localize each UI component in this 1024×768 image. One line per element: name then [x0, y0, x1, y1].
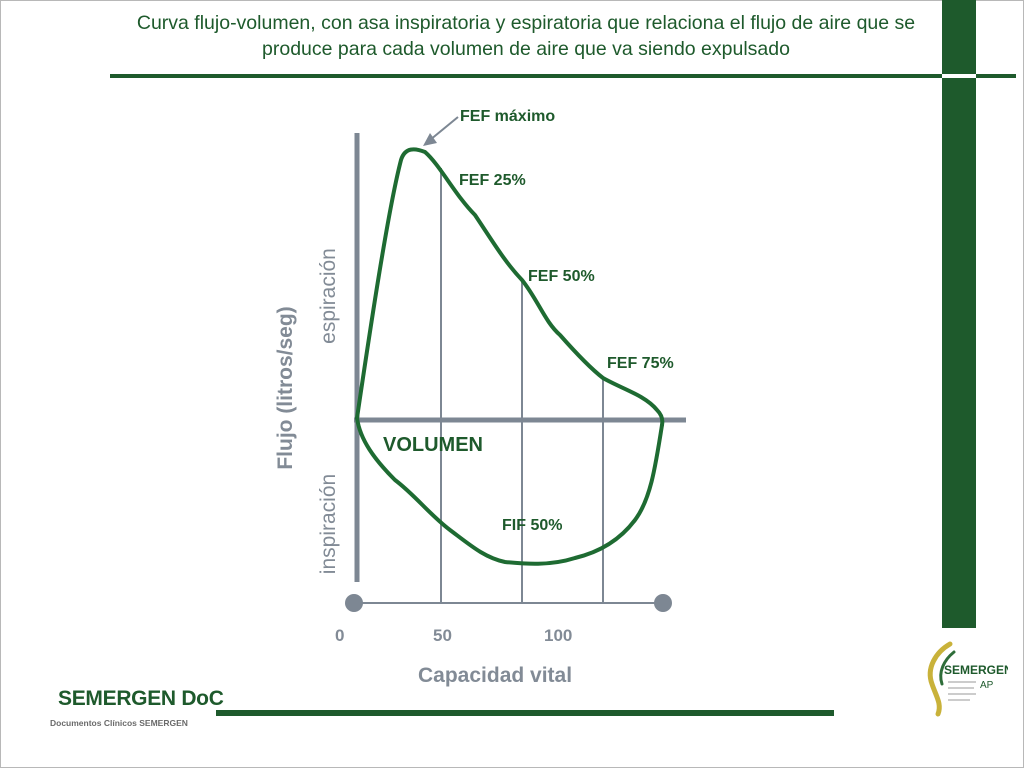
flow-axis-label: Flujo (litros/seg) [274, 306, 297, 469]
semergen-logo: SEMERGEN AP [927, 641, 1008, 717]
footer-divider [216, 710, 834, 716]
vital-capacity-label: Capacidad vital [418, 664, 572, 687]
logo-suffix: AP [980, 680, 994, 691]
brand-name: SEMERGEN DoC [58, 687, 224, 710]
fef-75-label: FEF 75% [607, 355, 674, 372]
right-accent-bar [942, 0, 976, 628]
volume-label: VOLUMEN [383, 434, 483, 456]
expiratory-curve [355, 147, 665, 427]
fif-50-label: FIF 50% [502, 517, 562, 534]
fef-max-label: FEF máximo [460, 108, 555, 125]
title-divider [110, 74, 942, 78]
tick-50: 50 [433, 626, 452, 645]
inspiratory-curve [355, 416, 664, 566]
logo-swoosh-icon [927, 641, 953, 717]
fef-50-label: FEF 50% [528, 268, 595, 285]
title-divider-tail [976, 74, 1016, 78]
brand-subtitle: Documentos Clínicos SEMERGEN [50, 718, 188, 728]
fef-max-arrowhead [423, 133, 437, 146]
expiration-label: espiración [317, 248, 340, 344]
right-accent-bar-gap [942, 74, 976, 78]
vital-capacity-end-dot [654, 594, 672, 612]
slide-title: Curva flujo-volumen, con asa inspiratori… [136, 12, 916, 60]
fef-25-label: FEF 25% [459, 172, 526, 189]
vital-capacity-start-dot [345, 594, 363, 612]
tick-0: 0 [335, 626, 344, 645]
logo-name: SEMERGEN [944, 663, 1008, 677]
logo-swoosh-inner-icon [939, 650, 956, 686]
fef-max-arrow [429, 116, 459, 141]
tick-100: 100 [544, 626, 572, 645]
inspiration-label: inspiración [317, 474, 340, 574]
